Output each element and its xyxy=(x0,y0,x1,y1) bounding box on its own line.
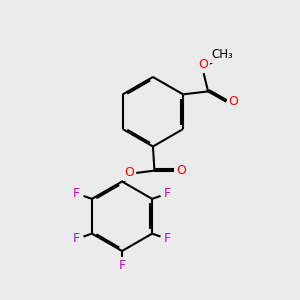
Text: F: F xyxy=(164,187,171,200)
Text: F: F xyxy=(73,232,80,245)
Text: F: F xyxy=(164,232,171,245)
Text: CH₃: CH₃ xyxy=(211,48,233,62)
Text: F: F xyxy=(73,187,80,200)
Text: O: O xyxy=(228,95,238,108)
Text: O: O xyxy=(176,164,186,177)
Text: F: F xyxy=(118,259,126,272)
Text: O: O xyxy=(199,58,208,71)
Text: O: O xyxy=(125,167,135,179)
